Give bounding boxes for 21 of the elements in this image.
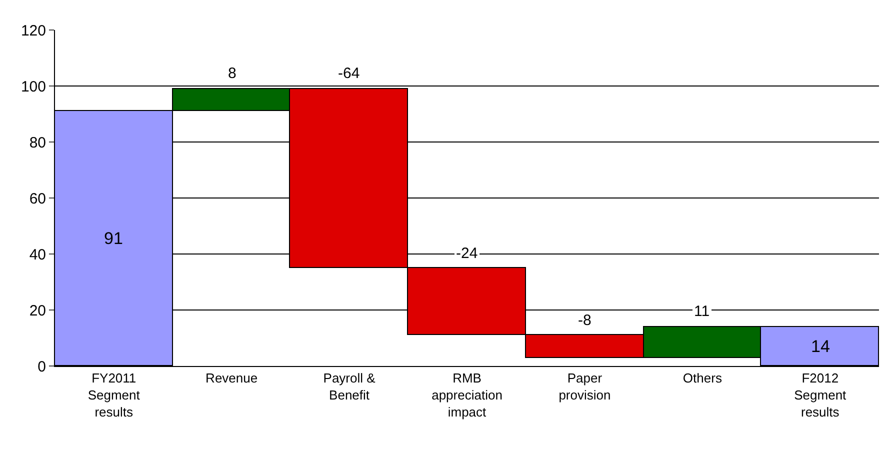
data-label: 91 bbox=[104, 229, 123, 248]
data-label: -8 bbox=[578, 312, 592, 329]
y-tick-label: 60 bbox=[29, 190, 46, 208]
data-label: -24 bbox=[456, 245, 478, 262]
y-tick-label: 80 bbox=[29, 134, 46, 152]
x-tick-label: RMB appreciation impact bbox=[432, 370, 502, 420]
data-label: 14 bbox=[811, 337, 830, 356]
y-tick-label: 100 bbox=[20, 78, 46, 96]
y-tick-label: 40 bbox=[29, 246, 46, 264]
y-tick-label: 0 bbox=[38, 358, 46, 376]
x-tick-label: Paper provision bbox=[558, 370, 611, 402]
y-tick-label: 120 bbox=[20, 22, 46, 40]
x-tick-label: Revenue bbox=[206, 370, 258, 386]
y-tick-label: 20 bbox=[29, 302, 46, 320]
data-label: 11 bbox=[694, 303, 710, 320]
x-tick-label: F2012 Segment results bbox=[794, 370, 847, 420]
x-tick-label: FY2011 Segment results bbox=[88, 370, 140, 420]
x-tick-label: Others bbox=[682, 370, 722, 386]
x-tick-label: Payroll & Benefit bbox=[323, 370, 376, 402]
data-label: 8 bbox=[228, 65, 236, 82]
data-label: -64 bbox=[338, 65, 360, 82]
